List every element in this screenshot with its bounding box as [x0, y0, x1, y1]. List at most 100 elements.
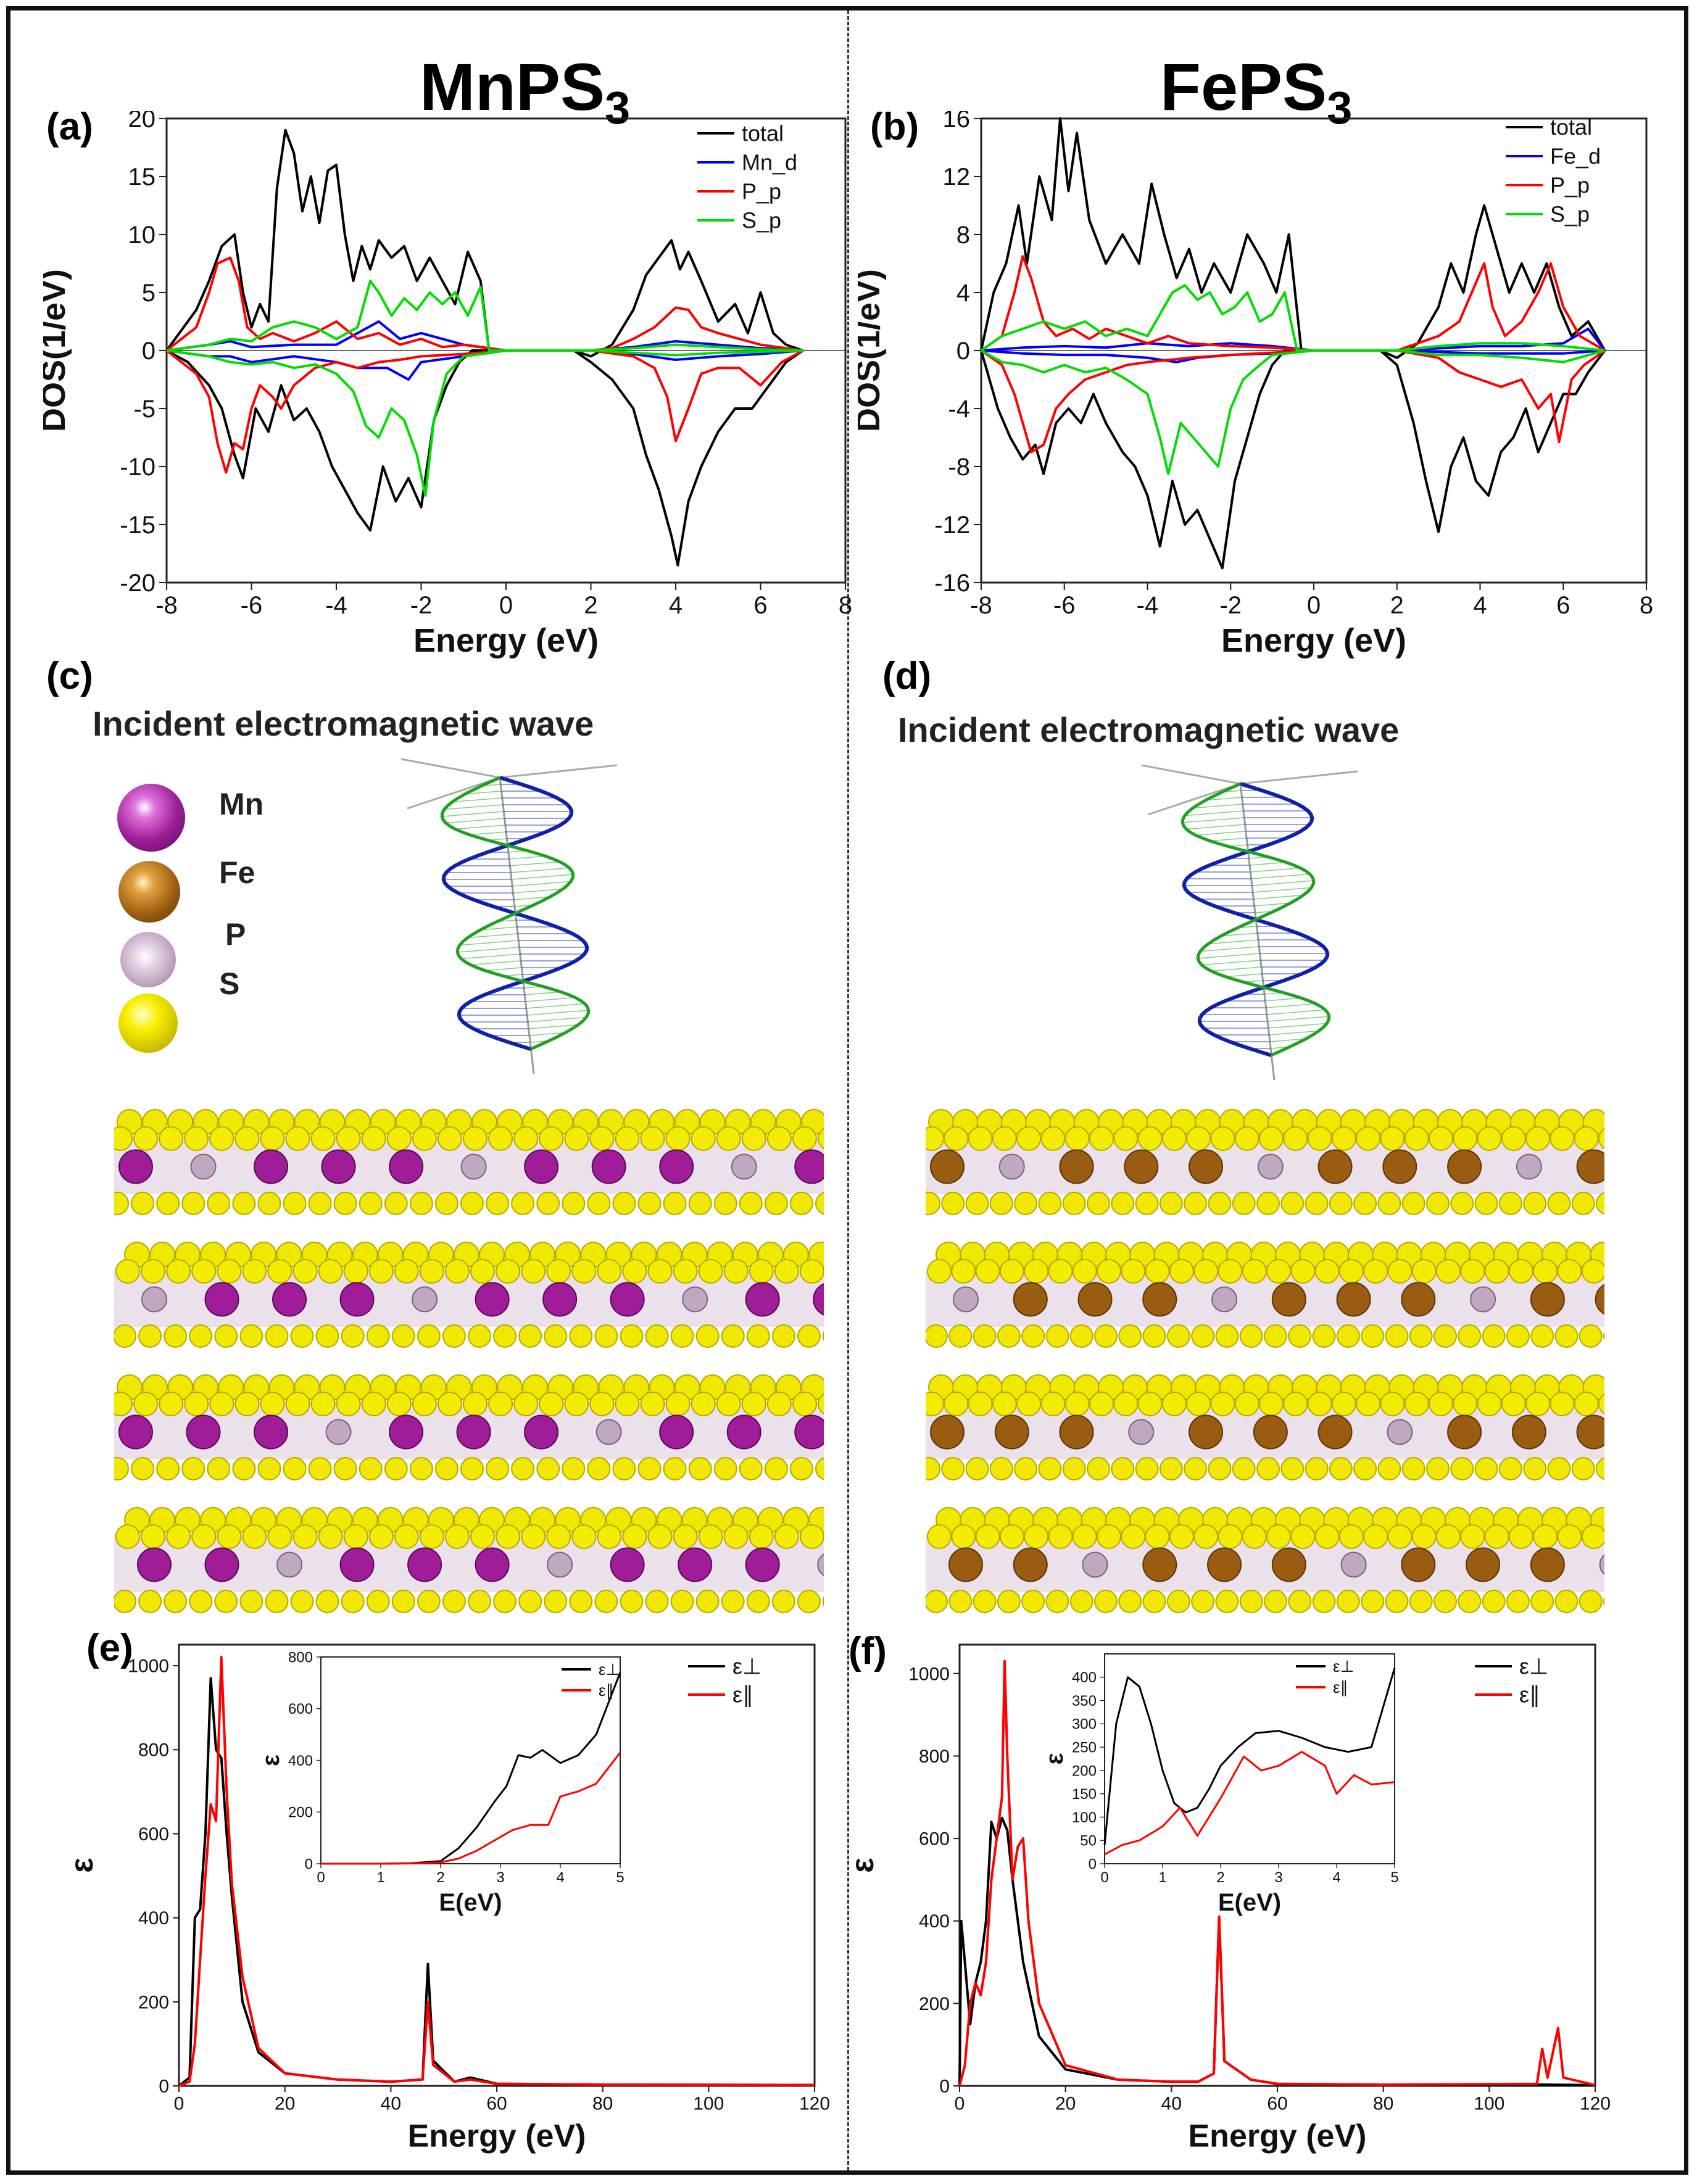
- s-atom-bottom: [156, 1192, 180, 1215]
- s-atom-bottom: [417, 1590, 441, 1613]
- p-atom: [1516, 1153, 1542, 1180]
- s-atom-bottom: [1474, 1192, 1498, 1215]
- s-atom-bottom: [1361, 1324, 1385, 1348]
- s-atom-upper: [1387, 1259, 1413, 1284]
- s-atom-bottom: [637, 1457, 662, 1480]
- s-atom-bottom: [1135, 1192, 1159, 1215]
- s-atom-bottom: [1111, 1192, 1135, 1215]
- s-atom-upper: [444, 1259, 470, 1284]
- s-atom-upper: [310, 1392, 336, 1416]
- y-tick-label: 10: [128, 222, 156, 249]
- s-atom-bottom: [391, 1324, 415, 1348]
- s-atom-bottom: [1474, 1457, 1498, 1480]
- s-atom-bottom: [1014, 1192, 1038, 1215]
- s-atom-upper: [1218, 1524, 1243, 1549]
- s-atom-upper: [1460, 1524, 1485, 1549]
- s-atom-bottom: [1208, 1192, 1232, 1215]
- s-atom-bottom: [1498, 1192, 1522, 1215]
- s-atom-upper: [1064, 1126, 1090, 1151]
- s-atom-bottom: [721, 1590, 745, 1613]
- s-atom-upper: [622, 1259, 647, 1284]
- x-tick-label: 1: [1158, 1869, 1166, 1886]
- s-atom-bottom: [612, 1192, 636, 1215]
- metal-atom: [118, 1149, 153, 1184]
- s-atom-bottom: [315, 1590, 339, 1613]
- s-atom-upper: [1533, 1259, 1558, 1284]
- s-atom-upper: [336, 1392, 361, 1416]
- s-atom-upper: [1242, 1259, 1267, 1284]
- s-atom-upper: [927, 1524, 952, 1549]
- s-atom-upper: [698, 1524, 723, 1549]
- wave-hatch-green: [508, 855, 546, 860]
- legend-label-0: ε⊥: [1519, 1654, 1548, 1679]
- series-line--1: [321, 1751, 621, 1865]
- s-atom-bottom: [1312, 1324, 1336, 1348]
- x-tick-label: 80: [592, 2094, 613, 2114]
- s-atom-upper: [1137, 1126, 1163, 1151]
- s-atom-upper: [1411, 1524, 1437, 1549]
- s-atom-upper: [1234, 1392, 1259, 1416]
- wave-hatch-green: [1221, 932, 1258, 937]
- x-tick-label: 40: [381, 2094, 401, 2114]
- s-atom-upper: [774, 1524, 799, 1549]
- metal-atom: [1447, 1414, 1482, 1450]
- s-atom-bottom: [486, 1457, 510, 1480]
- s-atom-bottom: [670, 1590, 694, 1613]
- title-feps3: FePS3: [1160, 49, 1353, 133]
- series-line--0: [321, 1672, 621, 1865]
- wave-hatch-green: [513, 888, 563, 894]
- x-tick-label: 6: [1556, 592, 1570, 619]
- s-atom-upper: [267, 1259, 293, 1284]
- legend-label-0: total: [1550, 115, 1592, 140]
- s-atom-bottom: [1579, 1324, 1603, 1348]
- s-atom-bottom: [409, 1457, 433, 1480]
- s-atom-bottom: [391, 1590, 415, 1613]
- series-line-P_p-4: [165, 256, 803, 352]
- s-atom-upper: [539, 1126, 564, 1151]
- s-atom-upper: [1436, 1524, 1461, 1549]
- s-atom-upper: [1193, 1259, 1219, 1284]
- y-tick-label: 0: [159, 2077, 169, 2097]
- s-atom-bottom: [114, 1324, 136, 1348]
- wave-hatch-green: [1266, 1009, 1326, 1015]
- wave-hatch-green: [1211, 966, 1261, 972]
- series-line-total-1: [980, 349, 1606, 570]
- s-atom-bottom: [239, 1324, 263, 1348]
- metal-atom: [794, 1414, 824, 1450]
- s-atom-bottom: [771, 1590, 795, 1613]
- x-tick-label: 2: [1390, 592, 1404, 619]
- s-atom-upper: [951, 1524, 976, 1549]
- series-line--1: [958, 1659, 1596, 2086]
- s-atom-bottom: [1401, 1192, 1425, 1215]
- s-atom-bottom: [493, 1590, 517, 1613]
- metal-atom: [1466, 1547, 1501, 1582]
- wave-hatch-green: [528, 1024, 579, 1029]
- s-atom-upper: [115, 1524, 140, 1549]
- s-atom-upper: [1477, 1392, 1502, 1416]
- p-atom: [998, 1153, 1025, 1180]
- s-atom-upper: [1290, 1259, 1316, 1284]
- s-atom-bottom: [409, 1192, 433, 1215]
- s-atom-bottom: [1336, 1590, 1360, 1613]
- s-atom-upper: [115, 1259, 140, 1284]
- s-atom-bottom: [1353, 1192, 1377, 1215]
- metal-atom: [813, 1283, 824, 1316]
- wave-hatch-green: [480, 926, 517, 931]
- s-atom-upper: [1501, 1126, 1526, 1151]
- y-tick-label: 600: [919, 1829, 950, 1850]
- em-wave-illustration-c: [400, 758, 618, 1074]
- metal-atom: [321, 1149, 356, 1184]
- p-atom: [1470, 1286, 1496, 1313]
- wave-hatch-green: [1268, 1023, 1327, 1029]
- panel-label-f: (f): [849, 1630, 887, 1672]
- plot-frame: [1104, 1653, 1395, 1864]
- panel-divider: [847, 10, 849, 2170]
- s-atom-upper: [716, 1392, 741, 1416]
- s-atom-bottom: [1087, 1457, 1110, 1480]
- series-line-S_p-7: [981, 349, 1606, 475]
- s-atom-upper: [191, 1259, 217, 1284]
- s-atom-bottom: [1239, 1590, 1263, 1613]
- s-atom-bottom: [746, 1324, 770, 1348]
- s-atom-bottom: [997, 1590, 1021, 1613]
- s-atom-upper: [615, 1392, 640, 1416]
